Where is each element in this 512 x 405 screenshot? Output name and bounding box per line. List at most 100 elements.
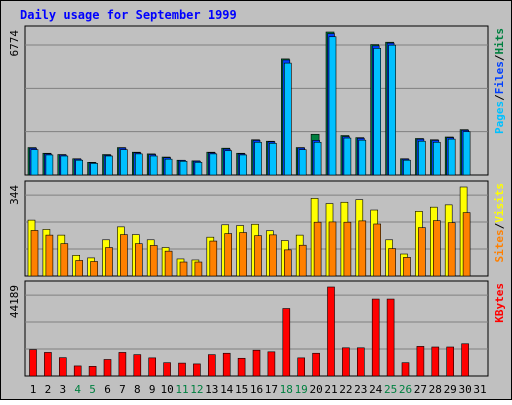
y-max-label-hits-files-pages: 6774 <box>8 30 21 57</box>
x-tick-label-day-13: 13 <box>205 383 218 396</box>
bars-kbytes <box>29 286 469 377</box>
bar-sites-day-23 <box>358 220 367 277</box>
bar-pages-day-28 <box>432 141 441 176</box>
bar-pages-day-10 <box>164 158 173 176</box>
bar-pages-day-25 <box>388 44 396 176</box>
bar-pages-day-9 <box>149 155 158 176</box>
bar-sites-day-30 <box>462 212 471 277</box>
x-tick-label-day-19: 19 <box>295 383 308 396</box>
bar-kbytes-day-6 <box>103 359 112 377</box>
grid-kbytes <box>25 294 488 350</box>
bar-pages-day-20 <box>313 141 322 176</box>
bar-sites-day-19 <box>298 244 307 277</box>
bar-sites-day-10 <box>164 250 173 277</box>
bar-kbytes-day-24 <box>371 298 380 377</box>
x-tick-label-day-25: 25 <box>384 383 397 396</box>
bar-pages-day-18 <box>283 62 292 176</box>
bar-kbytes-day-23 <box>356 347 365 377</box>
bar-sites-day-1 <box>30 230 39 277</box>
bar-kbytes-day-16 <box>252 349 261 377</box>
bar-pages-day-14 <box>224 150 232 176</box>
x-tick-label-day-21: 21 <box>324 383 337 396</box>
bar-sites-day-8 <box>135 243 143 277</box>
bar-kbytes-day-25 <box>386 298 395 377</box>
bar-kbytes-day-21 <box>327 286 335 377</box>
x-tick-label-day-27: 27 <box>414 383 427 396</box>
bar-kbytes-day-17 <box>267 351 276 377</box>
bar-sites-day-11 <box>179 261 188 277</box>
panel-kbytes: 44189 KBytes <box>8 280 506 377</box>
bar-pages-day-19 <box>298 149 307 176</box>
bar-sites-day-4 <box>75 260 83 277</box>
bar-sites-day-24 <box>373 223 382 277</box>
bar-kbytes-day-22 <box>342 347 350 377</box>
bars-hits-files-pages <box>27 31 471 176</box>
bar-kbytes-day-13 <box>208 354 216 377</box>
bar-sites-day-21 <box>328 221 337 277</box>
bar-kbytes-day-10 <box>163 362 171 377</box>
bar-sites-day-3 <box>60 243 69 277</box>
bar-kbytes-day-19 <box>297 357 306 377</box>
x-tick-label-day-31: 31 <box>473 383 486 396</box>
x-tick-label-day-4: 4 <box>74 383 81 396</box>
grid-hits-files-pages <box>25 44 488 133</box>
bar-pages-day-4 <box>75 159 83 176</box>
bar-kbytes-day-5 <box>88 366 97 377</box>
bar-kbytes-day-15 <box>237 357 246 377</box>
x-tick-label-day-29: 29 <box>444 383 457 396</box>
y-max-label-visits-sites: 344 <box>8 185 21 205</box>
x-tick-label-day-1: 1 <box>30 383 37 396</box>
bar-kbytes-day-9 <box>148 357 156 377</box>
bar-kbytes-day-7 <box>118 352 127 377</box>
bar-kbytes-day-28 <box>431 346 440 377</box>
x-tick-label-day-5: 5 <box>89 383 96 396</box>
bar-sites-day-2 <box>45 234 54 277</box>
x-tick-label-day-26: 26 <box>399 383 412 396</box>
x-tick-label-day-28: 28 <box>429 383 442 396</box>
bar-sites-day-13 <box>209 240 218 277</box>
bar-sites-day-17 <box>269 234 277 277</box>
bars-visits-sites <box>27 186 471 277</box>
bar-kbytes-day-4 <box>73 365 82 377</box>
bar-pages-day-8 <box>135 153 143 176</box>
bar-pages-day-30 <box>462 131 471 176</box>
bar-sites-day-14 <box>224 233 232 277</box>
bar-pages-day-12 <box>194 162 203 176</box>
legend-files: Files <box>493 61 506 94</box>
bar-sites-day-5 <box>90 261 98 277</box>
bar-pages-day-27 <box>418 140 426 176</box>
legend-visits: Visits <box>493 183 506 223</box>
legend-hits-files-pages: Pages/Files/Hits <box>493 28 506 134</box>
bar-pages-day-16 <box>254 141 262 176</box>
bar-sites-day-12 <box>194 261 203 277</box>
bar-pages-day-24 <box>373 48 382 176</box>
x-tick-label-day-9: 9 <box>149 383 156 396</box>
bar-kbytes-day-1 <box>29 349 37 377</box>
x-tick-label-day-22: 22 <box>339 383 352 396</box>
bar-pages-day-5 <box>90 163 98 176</box>
bar-sites-day-6 <box>105 247 113 277</box>
bar-sites-day-20 <box>313 221 322 277</box>
bar-kbytes-day-12 <box>193 363 201 377</box>
bar-pages-day-23 <box>358 139 367 176</box>
panels: 6774Pages/Files/Hits344Sites/Visits44189… <box>8 25 506 377</box>
bar-sites-day-16 <box>254 235 262 277</box>
bar-kbytes-day-14 <box>222 352 231 377</box>
bar-sites-day-7 <box>120 234 128 277</box>
bar-sites-day-18 <box>283 249 292 277</box>
bar-sites-day-28 <box>432 220 441 277</box>
bar-sites-day-9 <box>149 245 158 277</box>
bar-kbytes-day-3 <box>58 357 67 377</box>
x-tick-label-day-6: 6 <box>104 383 111 396</box>
x-tick-label-day-10: 10 <box>160 383 173 396</box>
legend-sep: / <box>493 94 506 101</box>
bar-sites-day-26 <box>403 257 411 277</box>
bar-pages-day-15 <box>239 154 247 176</box>
bar-pages-day-13 <box>209 153 218 176</box>
bar-pages-day-7 <box>120 149 128 176</box>
x-tick-label-day-16: 16 <box>250 383 263 396</box>
x-tick-label-day-11: 11 <box>175 383 188 396</box>
x-tick-label-day-30: 30 <box>458 383 471 396</box>
